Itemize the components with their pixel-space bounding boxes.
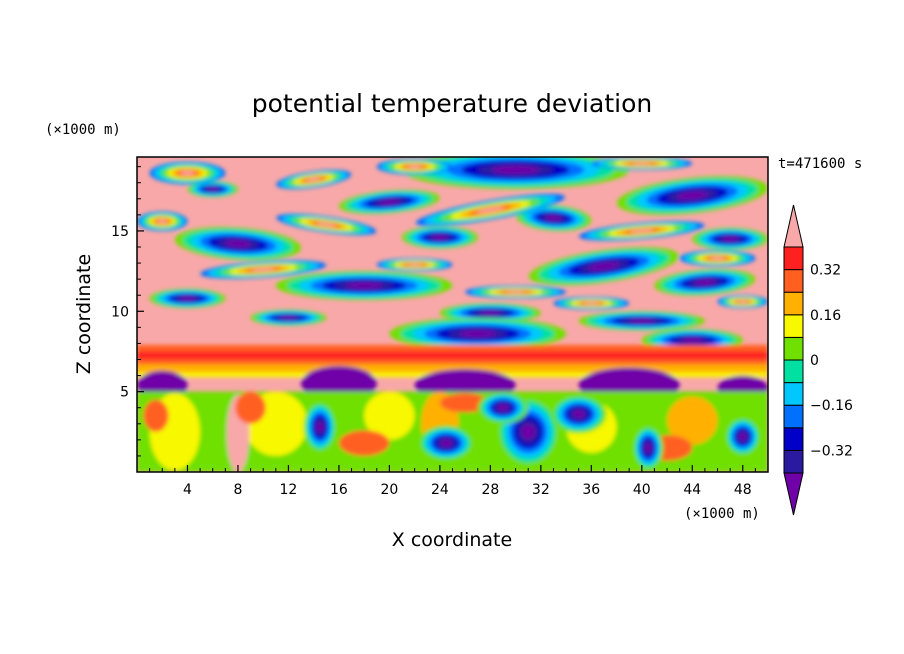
x-tick-label: 4 xyxy=(183,482,192,498)
colorbar-band xyxy=(783,336,804,361)
contour-patch xyxy=(497,404,509,412)
colorbar-band xyxy=(783,449,804,474)
x-tick-label: 36 xyxy=(582,482,600,498)
y-unit-label: (×1000 m) xyxy=(45,122,121,138)
x-tick-label: 24 xyxy=(431,482,449,498)
contour-patch xyxy=(506,290,525,294)
y-axis-label: Z coordinate xyxy=(73,254,95,374)
contour-patch xyxy=(157,219,167,224)
contour-patch xyxy=(476,207,505,214)
y-tick-label: 5 xyxy=(120,385,129,401)
contour-patch xyxy=(738,300,748,303)
contour-patch xyxy=(440,439,453,447)
y-tick-label: 15 xyxy=(111,224,129,240)
contour-patch xyxy=(431,234,448,240)
contour-patch xyxy=(316,222,336,227)
warm-band-edge xyxy=(137,364,768,373)
contour-patch xyxy=(710,256,725,260)
colorbar-label: 0 xyxy=(810,353,819,369)
contour-patch xyxy=(459,330,497,338)
contour-patch xyxy=(632,162,652,165)
contour-patch xyxy=(588,262,620,271)
x-tick-label: 8 xyxy=(233,482,242,498)
x-tick-label: 44 xyxy=(683,482,701,498)
x-tick-label: 12 xyxy=(280,482,298,498)
chart-title: potential temperature deviation xyxy=(252,89,652,118)
contour-patch xyxy=(338,430,390,456)
colorbar-label: 0.16 xyxy=(810,308,841,324)
warm-band-core xyxy=(137,351,768,360)
contour-patch xyxy=(479,310,501,315)
contour-patch xyxy=(681,337,703,343)
x-tick-label: 32 xyxy=(532,482,550,498)
colorbar: 0.32 0.16 0 −0.16 −0.32 xyxy=(783,204,853,516)
contour-patch xyxy=(545,215,562,221)
contour-patch xyxy=(407,263,422,266)
y-axis: 5 10 15 xyxy=(111,166,144,457)
contour-patch xyxy=(316,421,324,433)
contour-patch xyxy=(180,170,195,176)
colorbar-band xyxy=(783,359,804,384)
contour-patch xyxy=(345,282,383,289)
x-tick-label: 40 xyxy=(633,482,651,498)
contour-patch xyxy=(407,165,422,169)
contour-patch xyxy=(584,302,599,305)
colorbar-label: 0.32 xyxy=(810,263,841,279)
contour-patch xyxy=(739,432,747,441)
x-axis-label: X coordinate xyxy=(392,529,512,551)
x-tick-label: 16 xyxy=(330,482,348,498)
contour-patch xyxy=(722,236,739,242)
contour-patch xyxy=(491,165,540,174)
colorbar-band xyxy=(783,246,804,271)
contour-patch xyxy=(280,316,297,320)
x-unit-label: (×1000 m) xyxy=(684,506,760,522)
colorbar-band xyxy=(783,269,804,293)
contour-patch xyxy=(235,391,266,424)
contour-patch xyxy=(179,296,196,301)
x-tick-label: 20 xyxy=(380,482,398,498)
contour-patch xyxy=(224,240,252,248)
x-tick-label: 48 xyxy=(734,482,752,498)
colorbar-extend-high xyxy=(783,204,804,248)
contour-patch xyxy=(364,391,415,440)
contour-field xyxy=(137,157,768,472)
contour-patch xyxy=(572,410,585,419)
x-axis: 4 8 12 16 20 24 28 32 36 40 44 48 xyxy=(149,465,756,498)
contour-patch xyxy=(628,318,656,323)
plot-area xyxy=(137,157,768,472)
y-tick-label: 10 xyxy=(111,304,129,320)
contour-patch xyxy=(207,187,219,191)
contour-patch xyxy=(667,396,718,445)
contour-patch xyxy=(644,443,652,453)
contour-patch xyxy=(676,191,709,200)
time-label: t=471600 s xyxy=(778,156,862,172)
colorbar-label: −0.16 xyxy=(810,398,853,414)
contour-patch xyxy=(521,424,535,440)
contour-patch xyxy=(630,229,654,233)
contour-patch xyxy=(251,267,275,272)
colorbar-band xyxy=(783,382,804,406)
colorbar-label: −0.32 xyxy=(810,443,853,459)
colorbar-band xyxy=(783,291,804,316)
colorbar-band xyxy=(783,314,804,338)
colorbar-extend-low xyxy=(783,472,804,516)
contour-patch xyxy=(306,177,321,182)
x-tick-label: 28 xyxy=(481,482,499,498)
contour-patch xyxy=(378,199,400,205)
colorbar-band xyxy=(783,404,804,429)
colorbar-band xyxy=(783,427,804,451)
contour-patch xyxy=(143,399,169,432)
contour-patch xyxy=(694,279,716,286)
